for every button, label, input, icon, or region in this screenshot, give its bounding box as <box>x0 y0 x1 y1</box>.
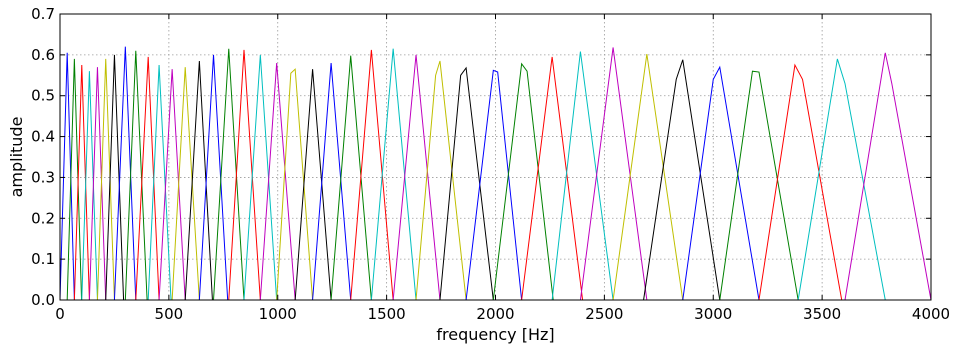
filter-series-32 <box>551 51 614 301</box>
filter-series-21 <box>294 69 332 301</box>
y-tick-label: 0.3 <box>31 168 55 186</box>
grid-lines <box>60 14 931 300</box>
filter-series-22 <box>312 62 352 301</box>
y-tick-label: 0.2 <box>31 209 55 227</box>
filter-series-5 <box>88 67 107 301</box>
filter-series-23 <box>330 55 372 301</box>
filter-series-6 <box>96 58 115 301</box>
filter-series-20 <box>276 68 314 301</box>
y-tick-label: 0.7 <box>31 5 55 23</box>
x-tick-labels: 0 500 1000 1500 2000 2500 3000 3500 4000 <box>55 305 950 323</box>
x-tick-label: 4000 <box>912 305 950 323</box>
x-tick-label: 0 <box>55 305 65 323</box>
filter-series-38 <box>758 63 847 301</box>
x-tick-label: 1000 <box>259 305 297 323</box>
x-axis-label: frequency [Hz] <box>436 325 554 344</box>
y-tick-label: 0.6 <box>31 46 55 64</box>
filter-series-28 <box>439 66 494 301</box>
filter-series-40 <box>844 52 932 301</box>
x-tick-label: 2000 <box>476 305 514 323</box>
filter-series-18 <box>243 54 278 301</box>
filter-series-36 <box>682 65 760 301</box>
filter-series-11 <box>147 65 172 301</box>
y-axis-label: amplitude <box>7 117 26 198</box>
filter-series-39 <box>797 58 890 301</box>
filter-series-15 <box>198 54 229 301</box>
x-tick-label: 500 <box>155 305 184 323</box>
filter-series-2 <box>66 58 83 301</box>
filter-series-26 <box>392 54 441 301</box>
filter-series-12 <box>158 69 186 301</box>
x-tick-label: 2500 <box>585 305 623 323</box>
filter-series-1 <box>59 52 75 301</box>
tick-marks <box>59 13 932 301</box>
y-tick-labels: 0.0 0.1 0.2 0.3 0.4 0.5 0.6 0.7 <box>31 5 55 309</box>
filter-series-8 <box>113 46 137 301</box>
filter-series-29 <box>465 69 523 301</box>
filter-series-4 <box>81 71 98 301</box>
filter-series-9 <box>124 50 148 301</box>
filter-series-16 <box>213 48 245 301</box>
filter-series-34 <box>612 53 684 301</box>
filter-series-35 <box>643 59 721 301</box>
filter-series-31 <box>521 56 584 301</box>
y-tick-label: 0.1 <box>31 250 55 268</box>
filter-series-19 <box>259 62 296 301</box>
filter-series-7 <box>105 54 125 301</box>
filter-series-24 <box>350 49 394 301</box>
filter-series-33 <box>579 47 648 301</box>
x-tick-label: 3000 <box>694 305 732 323</box>
y-tick-label: 0.4 <box>31 128 55 146</box>
filter-series-30 <box>492 62 554 301</box>
x-tick-label: 1500 <box>368 305 406 323</box>
y-tick-label: 0.5 <box>31 87 55 105</box>
filter-series-14 <box>184 60 213 301</box>
filter-series-25 <box>370 48 417 301</box>
filter-series-37 <box>719 70 799 301</box>
y-tick-label: 0.0 <box>31 291 55 309</box>
filter-series-3 <box>73 65 90 301</box>
filter-series-27 <box>415 60 467 301</box>
x-tick-label: 3500 <box>803 305 841 323</box>
filter-series-10 <box>135 56 160 301</box>
filter-series-13 <box>171 67 200 301</box>
filter-series-17 <box>228 49 261 301</box>
series-layer <box>59 46 932 301</box>
